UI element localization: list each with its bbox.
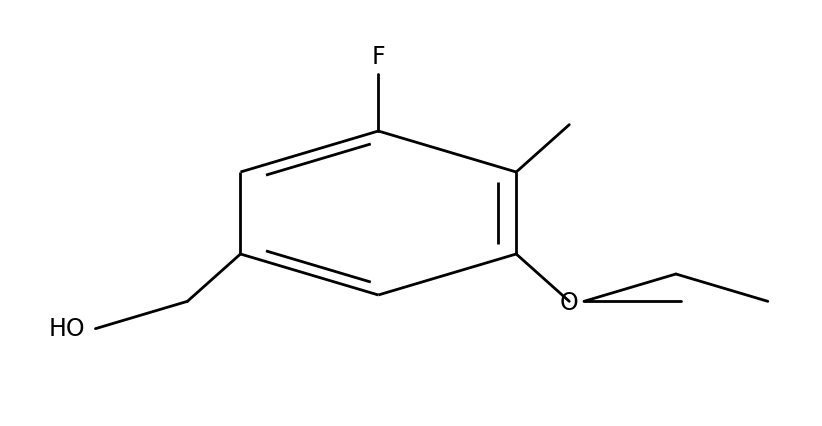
Text: F: F — [372, 45, 386, 69]
Text: HO: HO — [49, 317, 85, 341]
Text: O: O — [560, 291, 579, 315]
